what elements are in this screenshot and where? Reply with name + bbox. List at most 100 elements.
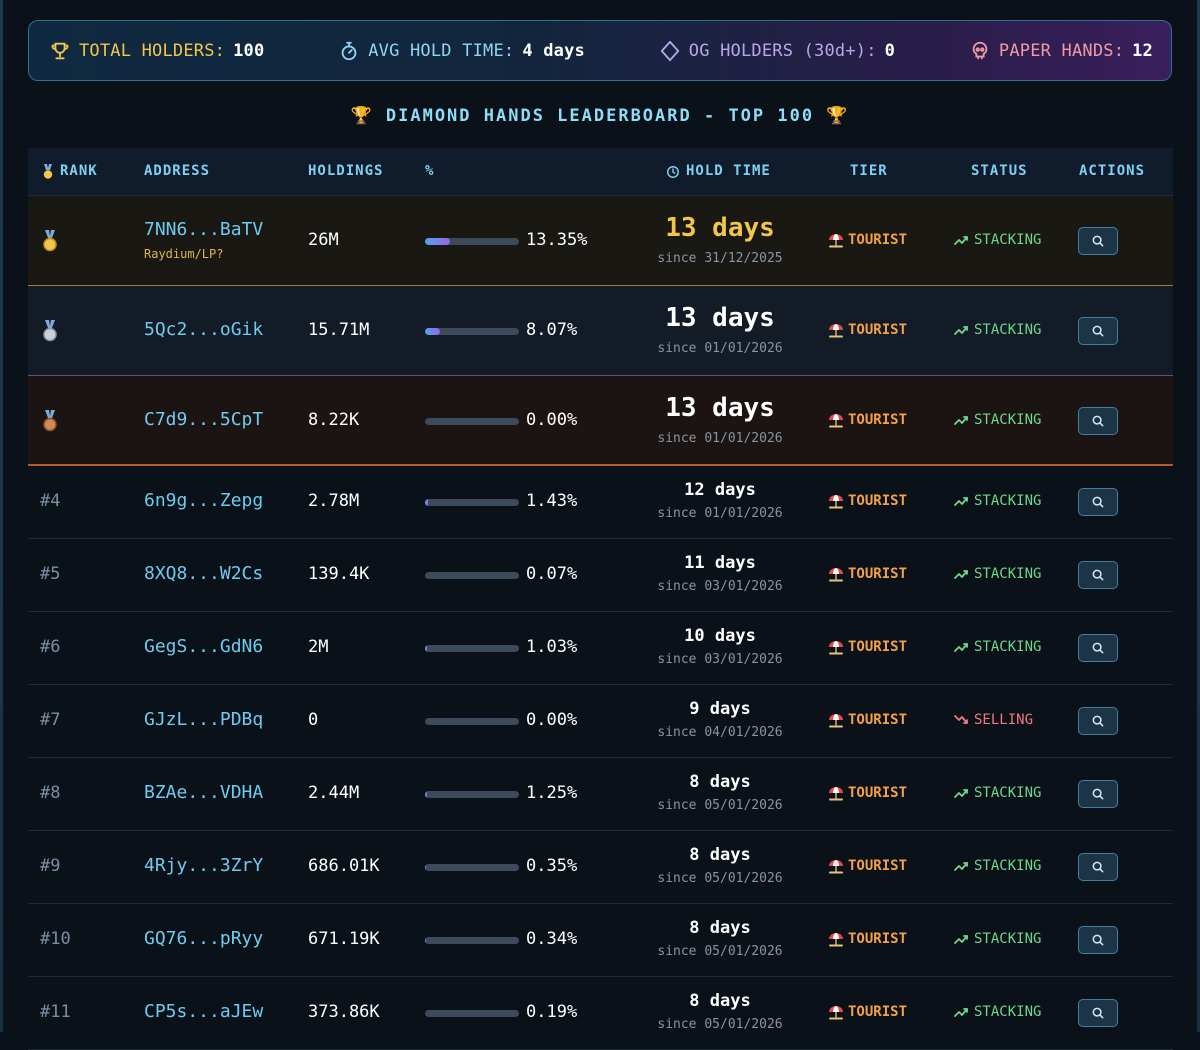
share-bar-fill <box>425 499 428 506</box>
column-hold-time[interactable]: HOLD TIME <box>666 148 771 195</box>
rank-number: #5 <box>40 564 60 584</box>
status-label: STACKING <box>974 639 1041 655</box>
wallet-address[interactable]: 6n9g...Zepg <box>144 490 263 511</box>
share-bar-fill <box>425 328 440 335</box>
og-holders-label: OG HOLDERS (30d+): <box>689 41 877 61</box>
tier-badge: TOURIST <box>828 493 907 509</box>
holdings-value: 2.78M <box>308 491 359 511</box>
status-label: STACKING <box>974 858 1041 874</box>
inspect-button[interactable] <box>1078 407 1118 435</box>
wallet-address[interactable]: 8XQ8...W2Cs <box>144 563 263 584</box>
percent-value: 0.07% <box>526 564 577 584</box>
tier-label: TOURIST <box>848 785 907 801</box>
tier-label: TOURIST <box>848 412 907 428</box>
rank-number: #9 <box>40 856 60 876</box>
inspect-button[interactable] <box>1078 488 1118 516</box>
column-tier[interactable]: TIER <box>850 148 888 195</box>
share-bar <box>425 572 519 579</box>
share-bar <box>425 1010 519 1017</box>
percent-value: 1.03% <box>526 637 577 657</box>
inspect-button[interactable] <box>1078 780 1118 808</box>
inspect-button[interactable] <box>1078 561 1118 589</box>
column-rank-label: RANK <box>60 148 98 195</box>
column-rank[interactable]: RANK <box>42 148 98 195</box>
share-bar <box>425 328 519 335</box>
wallet-address[interactable]: 5Qc2...oGik <box>144 319 263 340</box>
column-holdings[interactable]: HOLDINGS <box>308 148 383 195</box>
trend-down-icon <box>954 714 969 726</box>
wallet-address[interactable]: 4Rjy...3ZrY <box>144 855 263 876</box>
trend-up-icon <box>954 568 969 580</box>
tier-label: TOURIST <box>848 858 907 874</box>
inspect-button[interactable] <box>1078 317 1118 345</box>
rank-number: #8 <box>40 783 60 803</box>
leaderboard-table: RANK ADDRESS HOLDINGS % HOLD TIME TIER S… <box>28 148 1173 1050</box>
wallet-address[interactable]: GQ76...pRyy <box>144 928 263 949</box>
status-badge: STACKING <box>954 232 1041 248</box>
holdings-value: 2.44M <box>308 783 359 803</box>
holdings-value: 139.4K <box>308 564 369 584</box>
rank-number: #11 <box>40 1002 71 1022</box>
tier-badge: TOURIST <box>828 232 907 248</box>
hold-time-value: 13 days <box>640 213 800 243</box>
tier-label: TOURIST <box>848 639 907 655</box>
percent-value: 0.00% <box>526 710 577 730</box>
status-badge: SELLING <box>954 712 1033 728</box>
share-bar <box>425 645 519 652</box>
status-label: STACKING <box>974 1004 1041 1020</box>
tier-badge: TOURIST <box>828 785 907 801</box>
column-hold-time-label: HOLD TIME <box>686 148 771 195</box>
stat-paper-hands: PAPER HANDS: 12 <box>969 40 1153 62</box>
status-badge: STACKING <box>954 639 1041 655</box>
search-icon <box>1091 714 1105 728</box>
trend-up-icon <box>954 414 969 426</box>
og-holders-value: 0 <box>885 41 895 61</box>
inspect-button[interactable] <box>1078 227 1118 255</box>
hold-time-value: 8 days <box>640 772 800 792</box>
status-badge: STACKING <box>954 322 1041 338</box>
holdings-value: 671.19K <box>308 929 380 949</box>
search-icon <box>1091 568 1105 582</box>
inspect-button[interactable] <box>1078 707 1118 735</box>
percent-value: 0.19% <box>526 1002 577 1022</box>
wallet-address[interactable]: GegS...GdN6 <box>144 636 263 657</box>
avg-hold-value: 4 days <box>522 41 585 61</box>
wallet-address[interactable]: CP5s...aJEw <box>144 1001 263 1022</box>
medal-icon <box>42 164 54 180</box>
inspect-button[interactable] <box>1078 853 1118 881</box>
wallet-address[interactable]: BZAe...VDHA <box>144 782 263 803</box>
column-percent[interactable]: % <box>425 148 434 195</box>
wallet-address[interactable]: C7d9...5CpT <box>144 409 263 430</box>
inspect-button[interactable] <box>1078 634 1118 662</box>
tier-label: TOURIST <box>848 322 907 338</box>
trend-up-icon <box>954 787 969 799</box>
holdings-value: 0 <box>308 710 318 730</box>
share-bar <box>425 864 519 871</box>
wallet-address[interactable]: 7NN6...BaTV <box>144 219 263 240</box>
column-address[interactable]: ADDRESS <box>144 148 210 195</box>
inspect-button[interactable] <box>1078 926 1118 954</box>
hold-time-value: 8 days <box>640 918 800 938</box>
tier-badge: TOURIST <box>828 566 907 582</box>
wallet-address[interactable]: GJzL...PDBq <box>144 709 263 730</box>
tier-badge: TOURIST <box>828 412 907 428</box>
status-badge: STACKING <box>954 1004 1041 1020</box>
diamond-icon <box>659 40 681 62</box>
column-status[interactable]: STATUS <box>971 148 1028 195</box>
percent-value: 1.25% <box>526 783 577 803</box>
inspect-button[interactable] <box>1078 999 1118 1027</box>
table-header: RANK ADDRESS HOLDINGS % HOLD TIME TIER S… <box>28 148 1173 196</box>
trend-up-icon <box>954 933 969 945</box>
